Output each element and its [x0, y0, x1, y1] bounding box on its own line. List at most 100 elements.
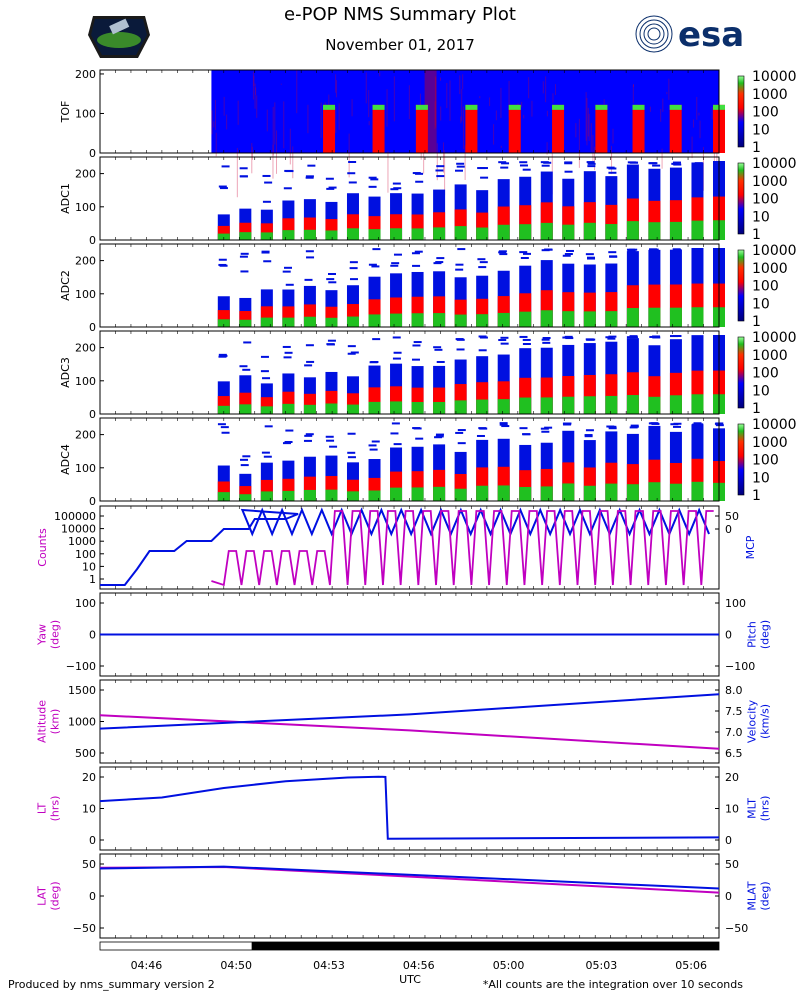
adc4-ytick: 100 — [75, 462, 96, 475]
localtime-ytick-right: 0 — [725, 834, 732, 847]
adc2-colorbar-tick: 1 — [752, 314, 761, 330]
adc3-column — [476, 335, 489, 414]
tof-noise — [215, 132, 217, 157]
adc2-colorbar-tick: 100 — [752, 279, 779, 295]
localtime-ylabel-left: LT (hrs) — [36, 796, 62, 822]
tof-noise — [292, 146, 294, 179]
adc3-column — [540, 337, 553, 414]
adc3-column — [239, 341, 252, 414]
attitude-ytick: 100 — [75, 597, 96, 610]
x-axis-label: UTC — [399, 973, 421, 986]
adc2-column — [346, 261, 359, 327]
tof-noise — [223, 96, 225, 116]
tof-noise — [493, 124, 495, 145]
attitude-ylabel-left-line: Yaw — [36, 624, 49, 646]
latitude-ylabel-left-line: LAT — [36, 886, 49, 906]
adc3-column — [325, 339, 338, 414]
tof-noise — [508, 80, 510, 118]
latitude-ytick-right: −50 — [725, 922, 748, 935]
counts-ylabel: Counts — [36, 528, 49, 567]
adc3-colorbar-tick: 10 — [752, 383, 770, 399]
adc3-heatmap — [217, 335, 725, 414]
adc1-column — [583, 161, 596, 240]
adc1-column — [691, 162, 704, 240]
tof-noise — [335, 74, 337, 93]
tof-noise — [266, 109, 268, 132]
counts-ylabel-line: Counts — [36, 528, 49, 567]
latitude-ytick: −50 — [73, 922, 96, 935]
adc4-column — [583, 429, 596, 501]
tof-noise — [211, 110, 213, 135]
tof-noise — [296, 70, 298, 114]
localtime-ylabel-right: MLT (hrs) — [746, 796, 772, 822]
latitude-ylabel-right-line: (deg) — [759, 881, 772, 910]
counts-ytick: 1 — [89, 573, 96, 586]
adc4-column — [433, 433, 446, 501]
tof-noise — [479, 96, 481, 99]
plot-title: e-POP NMS Summary Plot — [284, 4, 516, 25]
tof-noise — [500, 145, 502, 148]
adc1-column — [368, 176, 381, 240]
tof-noise — [649, 106, 651, 112]
tof-noise — [335, 80, 337, 98]
counts-ytick: 100 — [75, 548, 96, 561]
tof-burst-cap — [372, 104, 385, 110]
tof-noise — [691, 136, 693, 159]
altitude-ytick-right: 8.0 — [725, 684, 743, 697]
adc3-column — [648, 335, 661, 414]
adc2-ytick: 200 — [75, 255, 96, 268]
tof-burst-cap — [508, 104, 521, 110]
tof-noise — [698, 112, 700, 116]
adc1-frame — [99, 156, 720, 241]
altitude-frame — [99, 679, 720, 764]
adc4-ytick: 0 — [89, 495, 96, 508]
adc3-column — [562, 335, 575, 414]
plot-date: November 01, 2017 — [325, 36, 475, 54]
tof-noise — [368, 121, 370, 126]
latitude-ytick: 0 — [89, 890, 96, 903]
latitude-ylabel-left: LAT (deg) — [36, 881, 62, 910]
adc4-colorbar-tick: 10000 — [752, 417, 797, 433]
footer-version: Produced by nms_summary version 2 — [8, 978, 215, 991]
esa-logo-text: esa — [678, 15, 744, 55]
adc1-ylabel: ADC1 — [59, 183, 72, 214]
tof-burst — [323, 104, 336, 153]
adc2-column — [454, 248, 467, 327]
localtime-ylabel-right-line: MLT — [746, 798, 759, 819]
adc2-column — [562, 249, 575, 327]
adc4-column — [303, 433, 316, 501]
localtime-ylabel-left-line: LT — [36, 803, 49, 815]
adc3-ytick: 100 — [75, 375, 96, 388]
tof-noise — [274, 102, 276, 145]
adc3-column — [433, 346, 446, 414]
adc4-ylabel: ADC4 — [59, 444, 72, 475]
tof-ylabel: TOF — [59, 101, 72, 124]
altitude-ytick: 1000 — [68, 716, 96, 729]
altitude-ytick: 1500 — [68, 684, 96, 697]
tof-burst-cap — [595, 104, 608, 110]
altitude-ytick-right: 6.5 — [725, 747, 743, 760]
localtime-ylabel-right-line: (hrs) — [759, 796, 772, 822]
altitude-altitude-line — [99, 714, 720, 750]
tof-burst-cap — [669, 104, 682, 110]
counts-ytick: 100000 — [54, 510, 96, 523]
adc2-column — [282, 266, 295, 327]
tof-noise — [440, 77, 442, 81]
adc4-column — [346, 432, 359, 501]
tof-noise — [661, 148, 663, 169]
adc2-colorbar-tick: 10 — [752, 296, 770, 312]
adc1-column — [433, 165, 446, 240]
adc4-column — [325, 435, 338, 501]
latitude-mlat-line — [99, 865, 720, 890]
adc1-column — [540, 161, 553, 240]
tof-burst — [552, 104, 565, 153]
altitude-ylabel-right-line: (km/s) — [759, 704, 772, 739]
tof-noise — [546, 142, 548, 155]
tof-noise — [555, 83, 557, 95]
